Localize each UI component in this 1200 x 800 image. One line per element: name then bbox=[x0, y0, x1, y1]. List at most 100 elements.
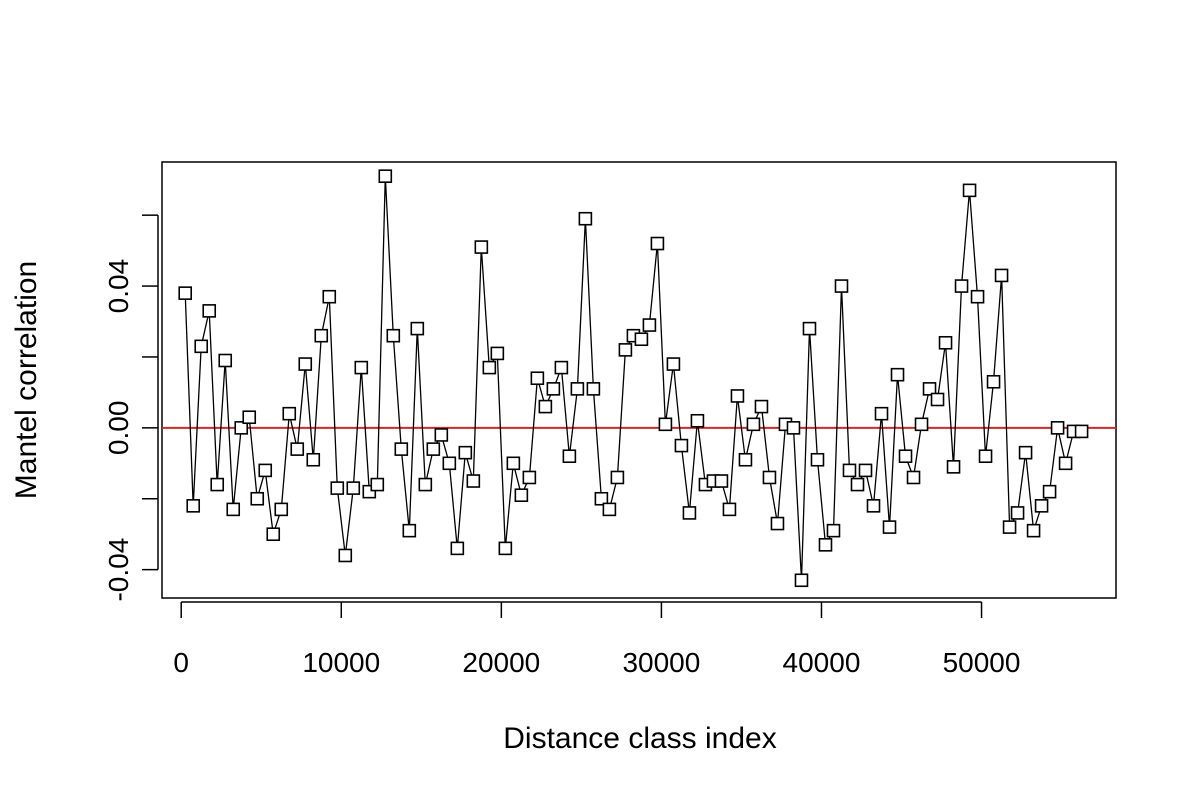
series-line-layer bbox=[184, 176, 1082, 581]
data-point-marker bbox=[666, 357, 681, 371]
data-point-marker bbox=[378, 169, 393, 183]
data-point-marker bbox=[826, 523, 841, 538]
data-point-marker bbox=[610, 470, 625, 485]
y-axis: -0.04 0.00 0.04 bbox=[103, 214, 159, 602]
data-point-marker bbox=[802, 321, 817, 336]
data-point-marker bbox=[554, 360, 569, 375]
data-point-marker bbox=[410, 321, 425, 336]
data-point-marker bbox=[618, 343, 633, 357]
data-point-marker bbox=[458, 445, 473, 460]
data-point-marker bbox=[722, 502, 737, 517]
data-point-marker bbox=[1074, 424, 1089, 439]
x-tick-label: 20000 bbox=[462, 647, 540, 678]
data-point-marker bbox=[562, 449, 577, 464]
data-point-marker bbox=[818, 538, 833, 552]
data-point-marker bbox=[1002, 520, 1017, 534]
data-point-marker bbox=[426, 442, 441, 456]
data-point-marker bbox=[906, 470, 921, 485]
data-point-marker bbox=[474, 240, 489, 254]
y-tick-label: 0.00 bbox=[103, 401, 134, 456]
series-line bbox=[184, 176, 1082, 581]
y-tick-label: -0.04 bbox=[103, 538, 134, 602]
data-point-marker bbox=[730, 389, 745, 403]
data-point-marker bbox=[306, 452, 321, 467]
data-point-marker bbox=[642, 318, 657, 332]
data-point-marker bbox=[946, 460, 961, 474]
x-tick-label: 50000 bbox=[943, 647, 1021, 678]
data-point-marker bbox=[330, 481, 345, 495]
data-point-marker bbox=[594, 491, 609, 506]
data-point-marker bbox=[890, 367, 905, 382]
data-point-marker bbox=[386, 328, 401, 343]
y-axis-title: Mantel correlation bbox=[10, 261, 43, 499]
data-point-marker bbox=[850, 477, 865, 492]
data-point-marker bbox=[1034, 499, 1049, 513]
data-point-marker bbox=[682, 506, 697, 520]
data-point-marker bbox=[530, 371, 545, 386]
data-point-marker bbox=[434, 428, 449, 442]
data-point-marker bbox=[266, 527, 281, 541]
data-point-marker bbox=[322, 289, 337, 304]
data-point-marker bbox=[970, 289, 985, 304]
data-point-marker bbox=[746, 417, 761, 432]
data-point-marker bbox=[394, 442, 409, 456]
data-point-marker bbox=[602, 502, 617, 517]
data-point-marker bbox=[738, 452, 753, 467]
data-point-marker bbox=[986, 374, 1001, 389]
data-point-marker bbox=[338, 548, 353, 563]
data-point-marker bbox=[218, 353, 233, 368]
data-point-marker bbox=[690, 413, 705, 428]
y-tick-label: 0.04 bbox=[103, 259, 134, 314]
data-point-marker bbox=[1042, 484, 1057, 499]
data-point-marker bbox=[658, 417, 673, 432]
data-point-marker bbox=[242, 410, 257, 425]
data-point-marker bbox=[994, 268, 1009, 283]
data-point-marker bbox=[250, 491, 265, 506]
data-point-marker bbox=[762, 470, 777, 485]
data-point-marker bbox=[354, 360, 369, 375]
data-point-marker bbox=[546, 382, 561, 396]
data-point-marker bbox=[922, 382, 937, 396]
data-point-marker bbox=[450, 541, 465, 556]
data-point-marker bbox=[874, 406, 889, 421]
data-point-marker bbox=[274, 502, 289, 517]
data-point-marker bbox=[202, 304, 217, 318]
data-point-marker bbox=[1050, 421, 1065, 435]
data-point-marker bbox=[234, 421, 249, 435]
data-point-marker bbox=[538, 399, 553, 414]
data-point-marker bbox=[570, 382, 585, 396]
data-point-marker bbox=[514, 488, 529, 503]
data-point-marker bbox=[954, 279, 969, 293]
data-point-marker bbox=[482, 360, 497, 375]
data-point-marker bbox=[186, 499, 201, 513]
data-point-marker bbox=[370, 477, 385, 492]
data-point-marker bbox=[258, 463, 273, 478]
x-tick-label: 0 bbox=[173, 647, 189, 678]
data-point-marker bbox=[882, 520, 897, 534]
data-point-marker bbox=[586, 382, 601, 396]
x-axis-title: Distance class index bbox=[503, 722, 776, 755]
data-point-marker bbox=[674, 438, 689, 453]
data-point-marker bbox=[178, 286, 193, 300]
data-point-marker bbox=[314, 328, 329, 343]
data-point-marker bbox=[1018, 445, 1033, 460]
data-point-marker bbox=[1010, 506, 1025, 520]
data-point-marker bbox=[962, 183, 977, 198]
data-point-marker bbox=[498, 541, 513, 556]
data-point-marker bbox=[858, 463, 873, 478]
data-point-marker bbox=[210, 477, 225, 492]
data-point-marker bbox=[346, 481, 361, 495]
data-point-marker bbox=[914, 417, 929, 432]
data-point-marker bbox=[754, 399, 769, 414]
data-point-marker bbox=[506, 456, 521, 471]
data-point-marker bbox=[794, 573, 809, 588]
data-point-marker bbox=[490, 346, 505, 361]
data-point-marker bbox=[810, 452, 825, 467]
data-point-marker bbox=[634, 332, 649, 347]
data-point-marker bbox=[418, 477, 433, 492]
data-point-marker bbox=[282, 406, 297, 421]
data-point-marker bbox=[578, 211, 593, 226]
data-point-marker bbox=[402, 523, 417, 538]
data-point-marker bbox=[1058, 456, 1073, 471]
